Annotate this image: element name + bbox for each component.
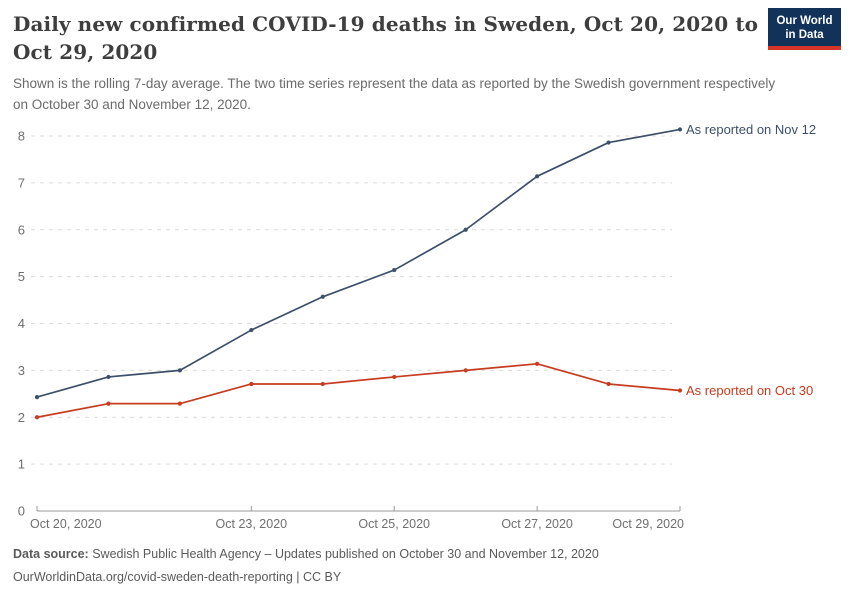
series-end-label-1: As reported on Oct 30 (686, 383, 813, 398)
owid-logo[interactable]: Our World in Data (768, 8, 841, 50)
chart-area[interactable]: 0 1 2 3 4 5 6 7 8 Oct 20, 2020 Oct 23, 2020 Oct 25,… (0, 118, 850, 542)
series-line-0[interactable] (36, 128, 681, 398)
x-tick-label-7: Oct 27, 2020 (501, 517, 573, 531)
data-point[interactable] (106, 374, 111, 380)
y-tick-label-4: 4 (18, 316, 25, 331)
data-point[interactable] (320, 294, 325, 299)
series-end-label-0: As reported on Nov 12 (686, 122, 816, 137)
data-point[interactable] (177, 368, 182, 373)
y-tick-label-6: 6 (18, 222, 25, 237)
y-tick-label-3: 3 (18, 363, 25, 378)
x-tick-label-9: Oct 29, 2020 (612, 517, 684, 531)
data-source-line: Data source: Swedish Public Health Agenc… (13, 543, 813, 566)
data-point[interactable] (34, 394, 40, 400)
data-point[interactable] (677, 127, 683, 132)
data-point[interactable] (249, 327, 254, 333)
data-source-label: Data source: (13, 547, 89, 561)
y-tick-label-1: 1 (18, 457, 25, 472)
owid-logo-line1: Our World (776, 15, 833, 27)
data-point[interactable] (463, 368, 468, 373)
x-tick-label-3: Oct 23, 2020 (216, 517, 288, 531)
chart-subtitle: Shown is the rolling 7-day average. The … (13, 76, 776, 112)
data-point[interactable] (392, 374, 397, 380)
y-tick-label-0: 0 (18, 504, 25, 519)
chart-title: Daily new confirmed COVID-19 deaths in S… (13, 12, 759, 64)
series-line-1[interactable] (36, 362, 681, 419)
chart-footer: Data source: Swedish Public Health Agenc… (13, 543, 813, 589)
data-point[interactable] (177, 401, 182, 406)
owid-logo-line2: in Data (785, 29, 824, 41)
data-point[interactable] (463, 227, 468, 232)
y-tick-label-5: 5 (18, 269, 25, 284)
data-point[interactable] (320, 381, 325, 387)
data-point[interactable] (34, 415, 40, 420)
x-tick-label-0: Oct 20, 2020 (30, 517, 102, 531)
owid-link-line[interactable]: OurWorldinData.org/covid-sweden-death-re… (13, 570, 342, 584)
data-point[interactable] (392, 267, 397, 273)
data-point[interactable] (677, 388, 683, 393)
data-point[interactable] (535, 174, 540, 179)
data-point[interactable] (606, 381, 611, 387)
data-point[interactable] (535, 361, 540, 366)
data-point[interactable] (249, 381, 254, 387)
line-chart[interactable]: 0 1 2 3 4 5 6 7 8 Oct 20, 2020 Oct 23, 2020 Oct 25,… (0, 118, 850, 542)
data-point[interactable] (606, 140, 611, 145)
data-point[interactable] (106, 401, 111, 406)
y-tick-label-2: 2 (18, 410, 25, 425)
x-tick-label-5: Oct 25, 2020 (358, 517, 430, 531)
y-tick-label-7: 7 (18, 175, 25, 190)
data-source-text: Swedish Public Health Agency – Updates p… (88, 547, 599, 561)
y-tick-label-8: 8 (18, 129, 25, 144)
